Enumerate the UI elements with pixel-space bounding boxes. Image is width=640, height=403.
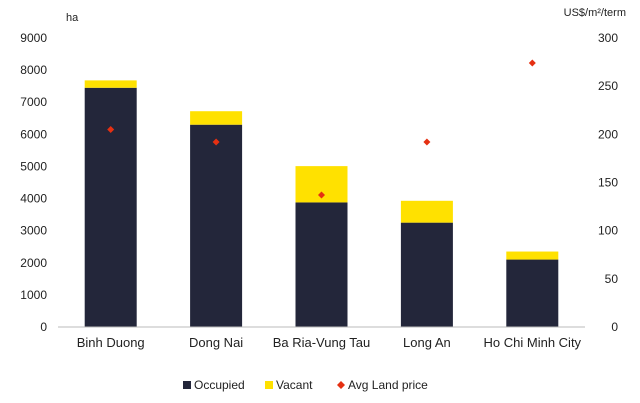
bar-vacant-dong-nai: [190, 111, 243, 125]
bar-vacant-long-an: [400, 200, 453, 223]
left-tick-label: 8000: [20, 63, 47, 77]
left-tick-label: 2000: [20, 256, 47, 270]
right-axis-unit: US$/m²/term: [564, 7, 626, 19]
legend-swatch-occupied: [183, 381, 191, 389]
price-marker-binh-duong: [107, 126, 115, 134]
bar-occupied-long-an: [400, 222, 453, 327]
price-marker-ho-chi-minh-city: [528, 59, 536, 67]
bar-occupied-binh-duong: [84, 87, 137, 328]
category-label: Ho Chi Minh City: [484, 335, 582, 350]
left-axis-unit: ha: [66, 12, 79, 24]
left-tick-label: 3000: [20, 224, 47, 238]
left-tick-label: 4000: [20, 192, 47, 206]
left-tick-label: 5000: [20, 159, 47, 173]
category-label: Binh Duong: [77, 335, 145, 350]
legend-label-vacant: Vacant: [276, 378, 313, 392]
right-tick-label: 250: [598, 79, 618, 93]
land-price-markers: [107, 59, 536, 199]
right-tick-label: 200: [598, 127, 618, 141]
left-tick-label: 6000: [20, 127, 47, 141]
right-tick-label: 50: [605, 272, 619, 286]
price-marker-long-an: [423, 138, 431, 146]
category-label: Ba Ria-Vung Tau: [273, 335, 371, 350]
legend-label-occupied: Occupied: [194, 378, 245, 392]
left-y-axis: 0 1000 2000 3000 4000 5000 6000 7000 8000 9000: [20, 31, 47, 334]
category-label: Dong Nai: [189, 335, 243, 350]
right-tick-label: 150: [598, 176, 618, 190]
right-tick-label: 100: [598, 224, 618, 238]
left-tick-label: 7000: [20, 95, 47, 109]
category-label: Long An: [403, 335, 451, 350]
left-tick-label: 1000: [20, 288, 47, 302]
x-axis-labels: Binh Duong Dong Nai Ba Ria-Vung Tau Long An…: [77, 335, 582, 350]
right-y-axis: 0 50 100 150 200 250 300: [598, 31, 618, 334]
bar-vacant-binh-duong: [84, 80, 137, 88]
price-marker-dong-nai: [212, 138, 220, 146]
left-tick-label: 0: [40, 320, 47, 334]
legend-swatch-avg-land-price: [337, 381, 345, 389]
left-tick-label: 9000: [20, 31, 47, 45]
price-marker-ba-ria-vung-tau: [318, 191, 325, 199]
bar-vacant-ho-chi-minh-city: [506, 251, 559, 260]
bar-occupied-dong-nai: [190, 124, 243, 327]
bar-occupied-ho-chi-minh-city: [506, 259, 559, 327]
right-tick-label: 0: [611, 320, 618, 334]
bar-occupied-ba-ria-vung-tau: [295, 202, 348, 327]
legend: Occupied Vacant Avg Land price: [183, 378, 428, 392]
legend-label-avg-land-price: Avg Land price: [348, 378, 428, 392]
bar-series: [84, 80, 559, 328]
legend-swatch-vacant: [265, 381, 273, 389]
right-tick-label: 300: [598, 31, 618, 45]
